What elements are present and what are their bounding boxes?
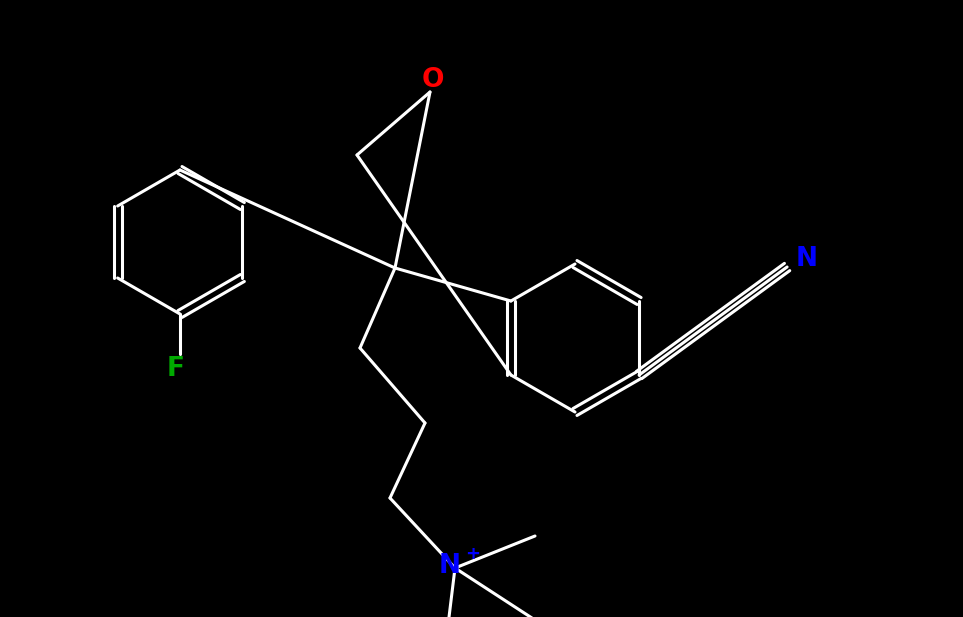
Text: O: O (422, 67, 444, 93)
Text: N: N (439, 553, 461, 579)
Text: F: F (167, 356, 185, 382)
Text: N: N (796, 246, 819, 272)
Text: +: + (465, 545, 481, 563)
